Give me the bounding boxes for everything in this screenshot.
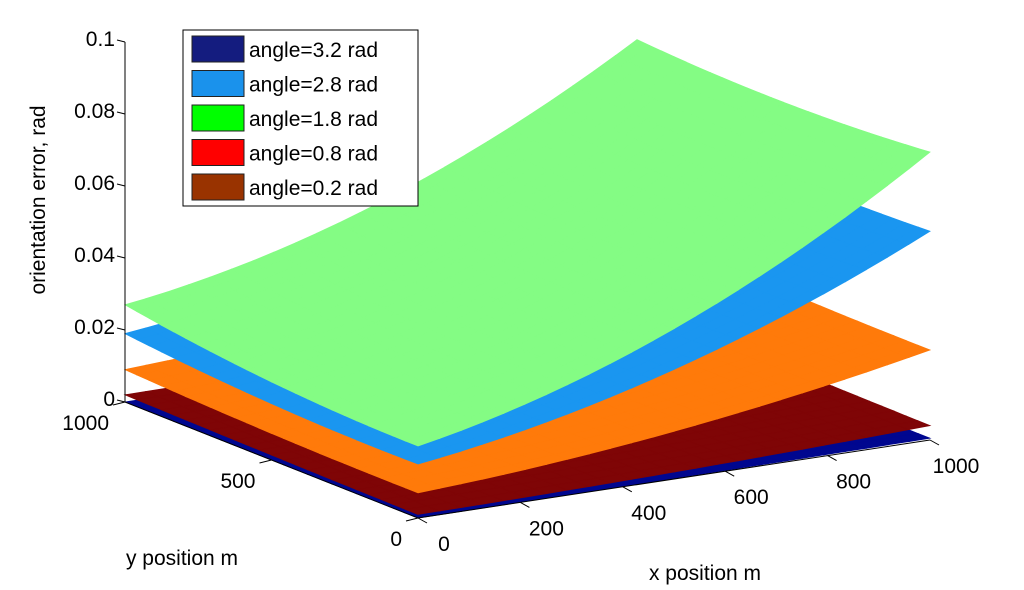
x-tick-label: 800: [836, 471, 871, 494]
axes: [112, 39, 940, 524]
legend-label: angle=0.8 rad: [249, 143, 378, 166]
legend-swatch: [191, 35, 245, 63]
surface-patch: [895, 344, 932, 358]
y-tick-label: 1000: [62, 412, 109, 435]
z-tick: [116, 183, 126, 187]
x-tick-label: 0: [438, 533, 450, 556]
legend-label: angle=2.8 rad: [249, 74, 378, 97]
z-tick: [116, 39, 126, 43]
x-axis-label: x position m: [649, 562, 761, 585]
x-tick-label: 400: [631, 502, 666, 525]
y-tick-label: 0: [390, 528, 402, 551]
surface-patch: [894, 432, 932, 443]
legend-swatch: [191, 139, 245, 166]
z-tick-label: 0.1: [86, 28, 115, 51]
tick-labels: 00.020.040.060.080.102004006008001000050…: [62, 28, 979, 556]
surface-patch: [895, 226, 931, 245]
legend-label: angle=0.2 rad: [249, 177, 378, 200]
x-tick-label: 600: [734, 486, 769, 509]
x-axis-line: [417, 439, 931, 519]
surface-patch: [895, 420, 932, 431]
x-tick: [622, 486, 633, 493]
y-tick: [112, 401, 126, 406]
z-tick-label: 0.02: [74, 316, 115, 339]
legend-label: angle=1.8 rad: [249, 108, 378, 131]
surface-angle-1.8-rad: [123, 39, 931, 447]
surfaces: [123, 39, 932, 519]
z-tick-label: 0: [103, 388, 115, 411]
y-axis-label: y position m: [126, 547, 238, 570]
legend-swatch: [191, 70, 245, 97]
legend-swatch: [191, 173, 245, 201]
z-tick-label: 0.08: [74, 100, 115, 123]
y-tick: [259, 459, 272, 464]
z-tick: [116, 255, 126, 259]
surface-patch: [895, 147, 931, 170]
z-tick-label: 0.06: [74, 172, 115, 195]
z-tick: [116, 399, 126, 403]
x-tick-label: 200: [529, 517, 564, 540]
y-tick-label: 500: [220, 470, 255, 493]
legend-swatch: [191, 104, 245, 132]
x-tick: [724, 470, 735, 477]
z-axis-label: orientation error, rad: [27, 105, 50, 294]
z-tick: [116, 111, 126, 115]
x-tick: [827, 455, 837, 462]
legend: angle=3.2 rad angle=2.8 rad angle=1.8 rad a…: [182, 29, 419, 207]
x-tick: [929, 439, 940, 446]
x-tick: [520, 501, 530, 508]
x-tick: [417, 517, 428, 524]
y-tick: [405, 517, 419, 522]
z-tick-label: 0.04: [74, 244, 115, 267]
x-tick-label: 1000: [933, 455, 980, 478]
legend-label: angle=3.2 rad: [249, 39, 378, 62]
z-tick: [116, 327, 126, 331]
